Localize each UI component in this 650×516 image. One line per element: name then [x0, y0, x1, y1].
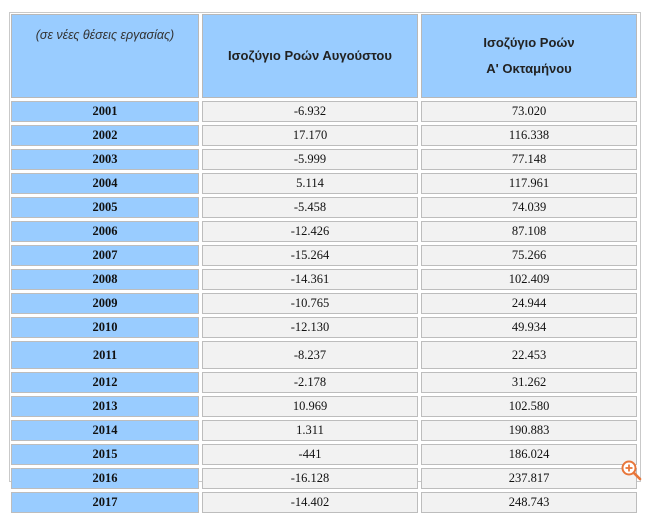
year-cell: 2014	[11, 420, 199, 441]
table-row: 2012 -2.178 31.262	[11, 372, 637, 393]
august-value-cell: -12.130	[202, 317, 418, 338]
eight-month-value-cell: 49.934	[421, 317, 637, 338]
year-cell: 2004	[11, 173, 199, 194]
table-row: 2014 1.311 190.883	[11, 420, 637, 441]
august-value-cell: 5.114	[202, 173, 418, 194]
column-header-eight-month: Ισοζύγιο Ροών Α' Οκταμήνου	[421, 14, 637, 98]
eight-month-value-cell: 186.024	[421, 444, 637, 465]
year-cell: 2006	[11, 221, 199, 242]
august-value-cell: -14.361	[202, 269, 418, 290]
august-value-cell: -10.765	[202, 293, 418, 314]
table-row: 2005 -5.458 74.039	[11, 197, 637, 218]
year-cell: 2005	[11, 197, 199, 218]
year-cell: 2017	[11, 492, 199, 513]
year-cell: 2001	[11, 101, 199, 122]
eight-month-value-cell: 116.338	[421, 125, 637, 146]
year-cell: 2007	[11, 245, 199, 266]
table-header-row: (σε νέες θέσεις εργασίας) Ισοζύγιο Ροών …	[11, 14, 637, 98]
table-row: 2007 -15.264 75.266	[11, 245, 637, 266]
august-value-cell: -5.458	[202, 197, 418, 218]
zoom-in-icon[interactable]	[620, 459, 642, 481]
year-cell: 2002	[11, 125, 199, 146]
august-value-cell: -441	[202, 444, 418, 465]
table-row: 2006 -12.426 87.108	[11, 221, 637, 242]
table-row: 2002 17.170 116.338	[11, 125, 637, 146]
august-value-cell: -14.402	[202, 492, 418, 513]
table-row: 2010 -12.130 49.934	[11, 317, 637, 338]
table-row: 2017 -14.402 248.743	[11, 492, 637, 513]
table-row: 2008 -14.361 102.409	[11, 269, 637, 290]
table-row: 2001 -6.932 73.020	[11, 101, 637, 122]
eight-month-value-cell: 190.883	[421, 420, 637, 441]
eight-month-value-cell: 237.817	[421, 468, 637, 489]
august-value-cell: -6.932	[202, 101, 418, 122]
year-cell: 2010	[11, 317, 199, 338]
august-value-cell: 10.969	[202, 396, 418, 417]
eight-month-value-cell: 77.148	[421, 149, 637, 170]
eight-month-value-cell: 102.409	[421, 269, 637, 290]
table-row: 2015 -441 186.024	[11, 444, 637, 465]
august-value-cell: -16.128	[202, 468, 418, 489]
year-cell: 2016	[11, 468, 199, 489]
year-cell: 2011	[11, 341, 199, 369]
year-cell: 2013	[11, 396, 199, 417]
eight-month-value-cell: 75.266	[421, 245, 637, 266]
eight-month-value-cell: 87.108	[421, 221, 637, 242]
table-row: 2016 -16.128 237.817	[11, 468, 637, 489]
table-row: 2013 10.969 102.580	[11, 396, 637, 417]
august-value-cell: 17.170	[202, 125, 418, 146]
eight-month-value-cell: 73.020	[421, 101, 637, 122]
year-cell: 2009	[11, 293, 199, 314]
eight-month-value-cell: 24.944	[421, 293, 637, 314]
eight-month-value-cell: 102.580	[421, 396, 637, 417]
column-header-august: Ισοζύγιο Ροών Αυγούστου	[202, 14, 418, 98]
eight-month-value-cell: 31.262	[421, 372, 637, 393]
flows-table: (σε νέες θέσεις εργασίας) Ισοζύγιο Ροών …	[8, 11, 640, 516]
column-header-eight-month-line2: Α' Οκταμήνου	[486, 61, 572, 76]
year-cell: 2003	[11, 149, 199, 170]
august-value-cell: -15.264	[202, 245, 418, 266]
august-value-cell: -2.178	[202, 372, 418, 393]
august-value-cell: -5.999	[202, 149, 418, 170]
corner-label: (σε νέες θέσεις εργασίας)	[11, 14, 199, 98]
august-value-cell: -8.237	[202, 341, 418, 369]
eight-month-value-cell: 248.743	[421, 492, 637, 513]
august-value-cell: 1.311	[202, 420, 418, 441]
eight-month-value-cell: 74.039	[421, 197, 637, 218]
table-row: 2004 5.114 117.961	[11, 173, 637, 194]
year-cell: 2015	[11, 444, 199, 465]
year-cell: 2008	[11, 269, 199, 290]
year-cell: 2012	[11, 372, 199, 393]
table-row: 2011 -8.237 22.453	[11, 341, 637, 369]
eight-month-value-cell: 117.961	[421, 173, 637, 194]
table-row: 2003 -5.999 77.148	[11, 149, 637, 170]
column-header-eight-month-line1: Ισοζύγιο Ροών	[483, 35, 575, 50]
august-value-cell: -12.426	[202, 221, 418, 242]
table-row: 2009 -10.765 24.944	[11, 293, 637, 314]
eight-month-value-cell: 22.453	[421, 341, 637, 369]
